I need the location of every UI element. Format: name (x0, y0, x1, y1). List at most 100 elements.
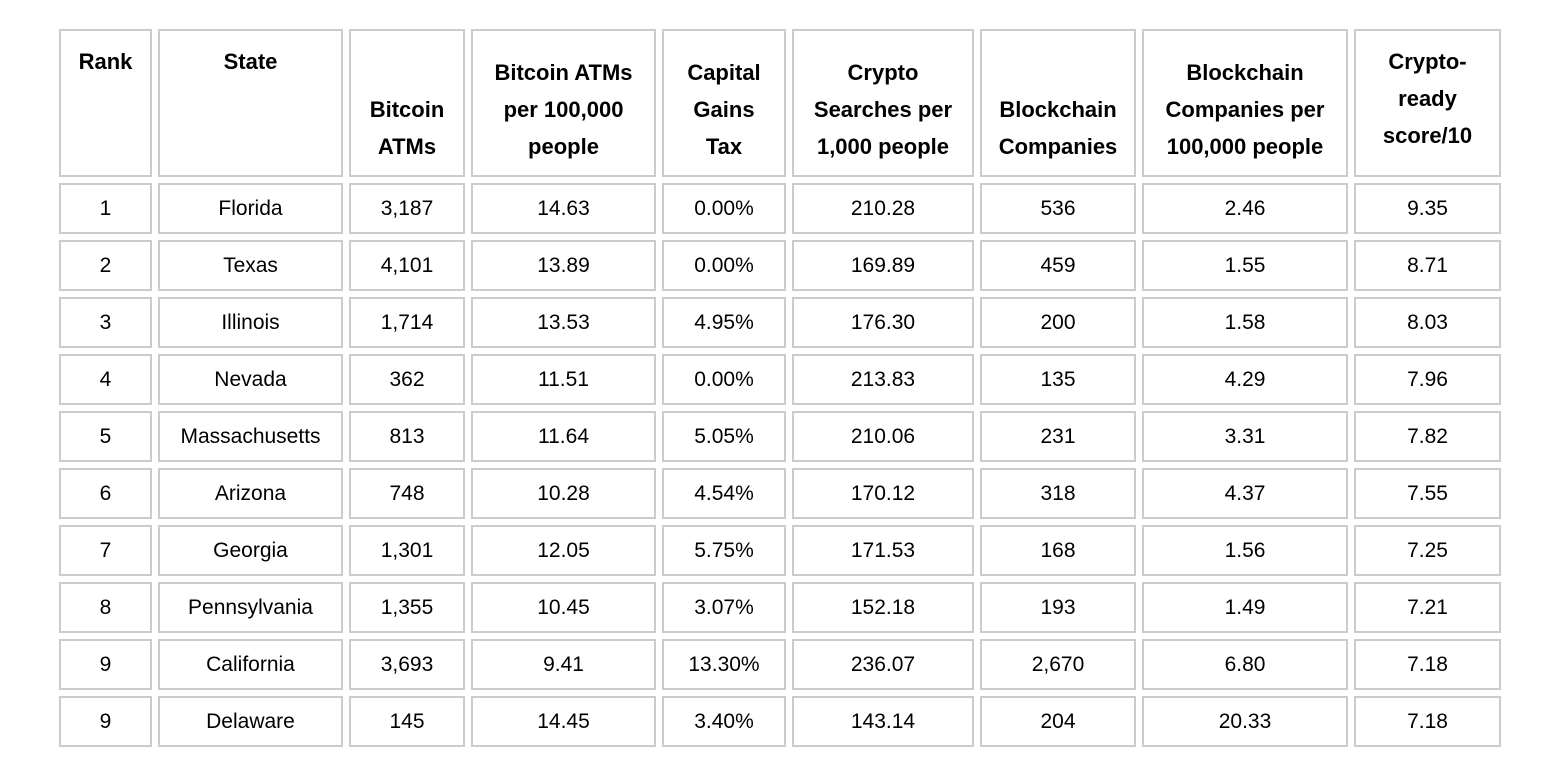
table-row: 9 Delaware 145 14.45 3.40% 143.14 204 20… (59, 696, 1501, 747)
cell-crypto-searches: 210.28 (792, 183, 974, 234)
cell-bitcoin-atms: 4,101 (349, 240, 465, 291)
column-header-state: State (158, 29, 343, 177)
cell-rank: 6 (59, 468, 152, 519)
cell-capital-gains-tax: 3.40% (662, 696, 786, 747)
cell-atms-per-100k: 14.45 (471, 696, 656, 747)
cell-bitcoin-atms: 3,187 (349, 183, 465, 234)
cell-crypto-searches: 170.12 (792, 468, 974, 519)
cell-blockchain-companies: 168 (980, 525, 1136, 576)
cell-capital-gains-tax: 4.95% (662, 297, 786, 348)
cell-capital-gains-tax: 0.00% (662, 240, 786, 291)
cell-crypto-ready-score: 7.18 (1354, 696, 1501, 747)
cell-crypto-searches: 213.83 (792, 354, 974, 405)
column-header-bitcoin-atms: Bitcoin ATMs (349, 29, 465, 177)
cell-blockchain-companies: 200 (980, 297, 1136, 348)
cell-crypto-ready-score: 8.71 (1354, 240, 1501, 291)
cell-state: California (158, 639, 343, 690)
cell-blockchain-companies: 318 (980, 468, 1136, 519)
cell-blockchain-companies: 135 (980, 354, 1136, 405)
cell-capital-gains-tax: 13.30% (662, 639, 786, 690)
cell-capital-gains-tax: 5.05% (662, 411, 786, 462)
cell-state: Delaware (158, 696, 343, 747)
cell-rank: 4 (59, 354, 152, 405)
table-row: 3 Illinois 1,714 13.53 4.95% 176.30 200 … (59, 297, 1501, 348)
cell-state: Florida (158, 183, 343, 234)
cell-crypto-ready-score: 8.03 (1354, 297, 1501, 348)
cell-rank: 3 (59, 297, 152, 348)
table-row: 7 Georgia 1,301 12.05 5.75% 171.53 168 1… (59, 525, 1501, 576)
cell-blockchain-companies: 2,670 (980, 639, 1136, 690)
cell-blockchain-companies: 536 (980, 183, 1136, 234)
cell-capital-gains-tax: 0.00% (662, 354, 786, 405)
cell-rank: 7 (59, 525, 152, 576)
cell-crypto-ready-score: 7.82 (1354, 411, 1501, 462)
cell-bitcoin-atms: 1,355 (349, 582, 465, 633)
cell-crypto-searches: 176.30 (792, 297, 974, 348)
column-header-crypto-ready-score: Crypto- ready score/10 (1354, 29, 1501, 177)
cell-state: Massachusetts (158, 411, 343, 462)
cell-bitcoin-atms: 813 (349, 411, 465, 462)
cell-crypto-searches: 143.14 (792, 696, 974, 747)
cell-rank: 8 (59, 582, 152, 633)
cell-companies-per-100k: 2.46 (1142, 183, 1348, 234)
cell-rank: 9 (59, 696, 152, 747)
cell-crypto-ready-score: 7.55 (1354, 468, 1501, 519)
cell-blockchain-companies: 231 (980, 411, 1136, 462)
cell-capital-gains-tax: 3.07% (662, 582, 786, 633)
column-header-capital-gains-tax: Capital Gains Tax (662, 29, 786, 177)
column-header-blockchain-companies: Blockchain Companies (980, 29, 1136, 177)
cell-crypto-searches: 152.18 (792, 582, 974, 633)
cell-state: Texas (158, 240, 343, 291)
cell-crypto-searches: 236.07 (792, 639, 974, 690)
cell-capital-gains-tax: 0.00% (662, 183, 786, 234)
cell-companies-per-100k: 1.49 (1142, 582, 1348, 633)
cell-capital-gains-tax: 4.54% (662, 468, 786, 519)
cell-companies-per-100k: 4.29 (1142, 354, 1348, 405)
cell-bitcoin-atms: 748 (349, 468, 465, 519)
cell-blockchain-companies: 459 (980, 240, 1136, 291)
cell-atms-per-100k: 11.51 (471, 354, 656, 405)
cell-crypto-ready-score: 7.96 (1354, 354, 1501, 405)
cell-bitcoin-atms: 145 (349, 696, 465, 747)
cell-crypto-ready-score: 9.35 (1354, 183, 1501, 234)
cell-bitcoin-atms: 3,693 (349, 639, 465, 690)
table-row: 5 Massachusetts 813 11.64 5.05% 210.06 2… (59, 411, 1501, 462)
cell-crypto-searches: 169.89 (792, 240, 974, 291)
crypto-ready-table: Rank State Bitcoin ATMs Bitcoin ATMs per… (53, 23, 1507, 753)
cell-companies-per-100k: 1.58 (1142, 297, 1348, 348)
table-row: 4 Nevada 362 11.51 0.00% 213.83 135 4.29… (59, 354, 1501, 405)
cell-crypto-ready-score: 7.18 (1354, 639, 1501, 690)
cell-companies-per-100k: 20.33 (1142, 696, 1348, 747)
cell-companies-per-100k: 6.80 (1142, 639, 1348, 690)
cell-companies-per-100k: 1.55 (1142, 240, 1348, 291)
cell-atms-per-100k: 13.53 (471, 297, 656, 348)
cell-state: Georgia (158, 525, 343, 576)
cell-atms-per-100k: 11.64 (471, 411, 656, 462)
cell-crypto-searches: 171.53 (792, 525, 974, 576)
header-row: Rank State Bitcoin ATMs Bitcoin ATMs per… (59, 29, 1501, 177)
crypto-ready-table-container: Rank State Bitcoin ATMs Bitcoin ATMs per… (53, 23, 1507, 753)
cell-companies-per-100k: 1.56 (1142, 525, 1348, 576)
cell-bitcoin-atms: 362 (349, 354, 465, 405)
cell-crypto-ready-score: 7.21 (1354, 582, 1501, 633)
cell-state: Illinois (158, 297, 343, 348)
column-header-rank: Rank (59, 29, 152, 177)
cell-bitcoin-atms: 1,301 (349, 525, 465, 576)
cell-bitcoin-atms: 1,714 (349, 297, 465, 348)
cell-blockchain-companies: 204 (980, 696, 1136, 747)
cell-rank: 2 (59, 240, 152, 291)
table-row: 8 Pennsylvania 1,355 10.45 3.07% 152.18 … (59, 582, 1501, 633)
cell-companies-per-100k: 4.37 (1142, 468, 1348, 519)
cell-atms-per-100k: 12.05 (471, 525, 656, 576)
cell-crypto-searches: 210.06 (792, 411, 974, 462)
column-header-blockchain-companies-per-100k: Blockchain Companies per 100,000 people (1142, 29, 1348, 177)
cell-state: Arizona (158, 468, 343, 519)
cell-blockchain-companies: 193 (980, 582, 1136, 633)
table-row: 6 Arizona 748 10.28 4.54% 170.12 318 4.3… (59, 468, 1501, 519)
table-row: 1 Florida 3,187 14.63 0.00% 210.28 536 2… (59, 183, 1501, 234)
cell-atms-per-100k: 9.41 (471, 639, 656, 690)
cell-state: Pennsylvania (158, 582, 343, 633)
cell-crypto-ready-score: 7.25 (1354, 525, 1501, 576)
cell-state: Nevada (158, 354, 343, 405)
cell-atms-per-100k: 13.89 (471, 240, 656, 291)
